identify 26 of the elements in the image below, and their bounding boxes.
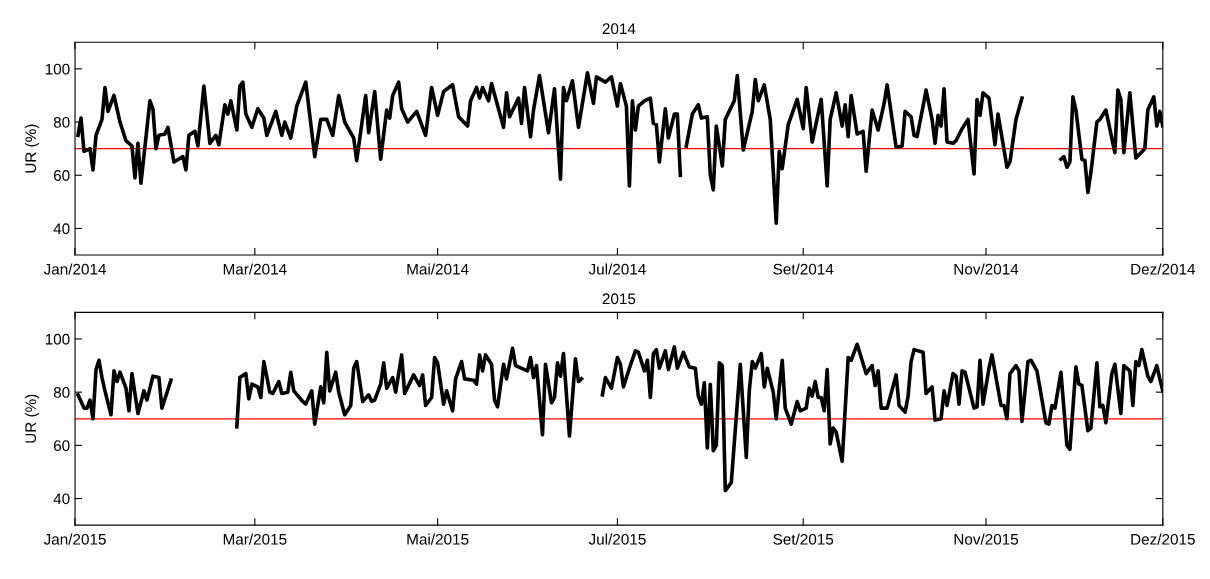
chart-title: 2015	[602, 293, 636, 305]
y-tick-label: 40	[53, 223, 70, 235]
x-tick-label: Set/2015	[773, 533, 834, 545]
x-tick-label: Jul/2015	[588, 533, 646, 545]
x-tick-label: Set/2014	[773, 263, 834, 275]
x-tick-label: Jul/2014	[588, 263, 646, 275]
x-tick-label: Mar/2014	[223, 263, 287, 275]
y-tick-label: 100	[45, 333, 70, 345]
y-tick-label: 100	[45, 63, 70, 75]
x-tick-label: Jan/2015	[43, 533, 106, 545]
y-tick-label: 60	[53, 440, 70, 452]
x-tick-label: Jan/2014	[43, 263, 107, 275]
y-axis-title: UR (%)	[24, 124, 40, 173]
y-tick-label: 60	[53, 170, 70, 181]
x-tick-label: Nov/2014	[954, 263, 1019, 275]
x-tick-label: Mai/2015	[407, 533, 469, 545]
x-tick-label: Dez/2015	[1131, 533, 1195, 545]
y-tick-label: 40	[53, 493, 70, 505]
x-tick-label: Dez/2014	[1131, 263, 1196, 275]
x-tick-label: Mai/2014	[407, 263, 469, 275]
y-tick-label: 80	[53, 116, 70, 128]
x-tick-label: Mar/2015	[223, 533, 287, 545]
chart-title: 2014	[602, 23, 636, 35]
y-axis-title: UR (%)	[24, 394, 40, 443]
x-tick-label: Nov/2015	[954, 533, 1019, 545]
y-tick-label: 80	[53, 387, 70, 398]
